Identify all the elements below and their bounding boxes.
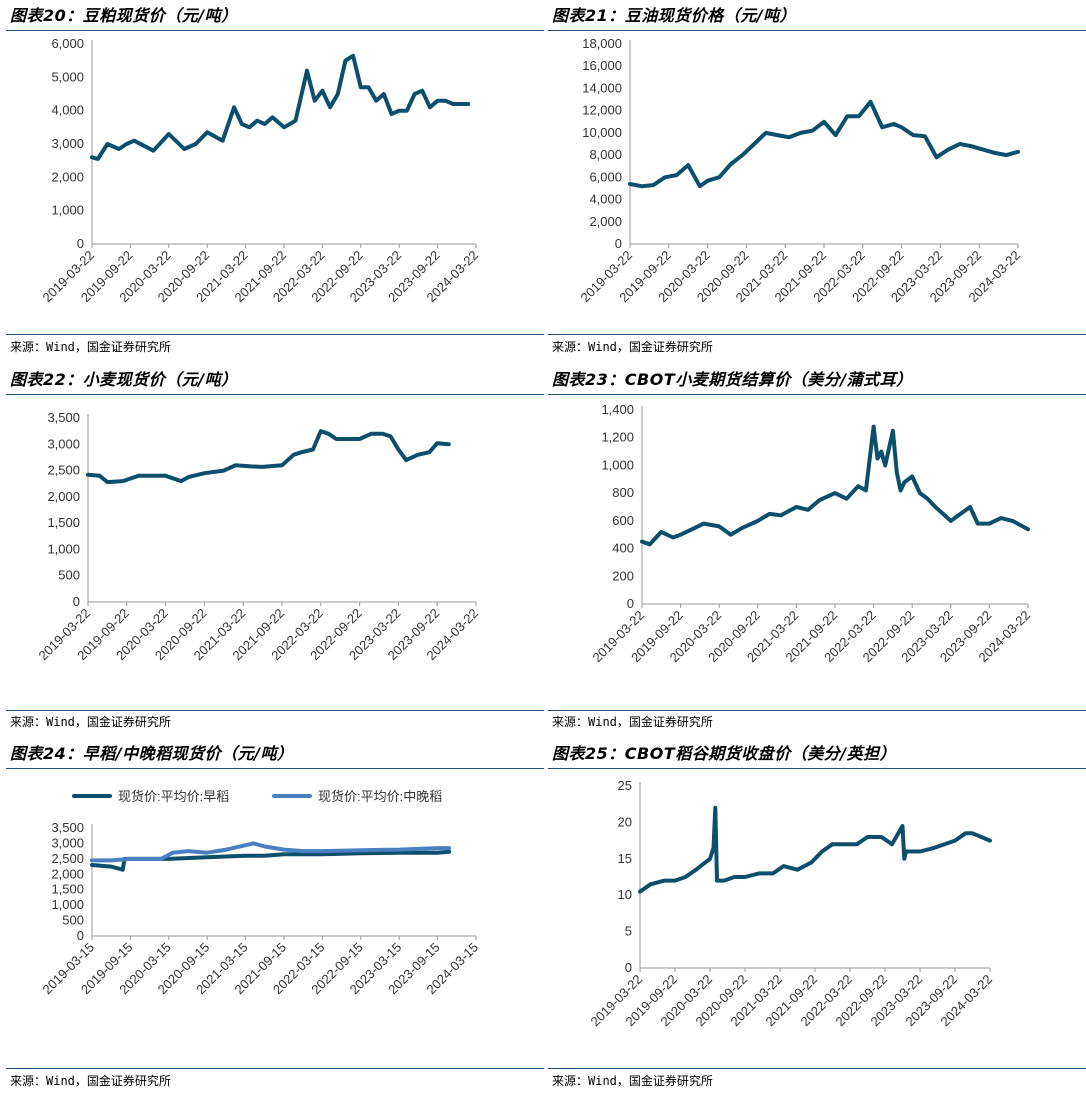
line-chart: 01,0002,0003,0004,0005,0006,0002019-03-2…: [39, 36, 481, 305]
source-note: 来源：Wind，国金证券研究所: [552, 340, 713, 354]
legend-swatch: [272, 793, 312, 798]
source-divider: [548, 710, 1086, 711]
y-tick-label: 6,000: [589, 169, 622, 184]
y-tick-label: 2,500: [47, 463, 80, 478]
y-tick-label: 18,000: [582, 36, 622, 51]
y-tick-label: 600: [612, 513, 634, 528]
y-tick-label: 3,500: [51, 820, 84, 835]
line-chart: 05101520252019-03-222019-09-222020-03-22…: [587, 778, 995, 1029]
y-tick-label: 0: [77, 928, 84, 943]
title-divider: [6, 30, 544, 31]
y-tick-label: 1,200: [601, 430, 634, 445]
y-tick-label: 14,000: [582, 80, 622, 95]
y-tick-label: 500: [62, 913, 84, 928]
source-divider: [6, 1068, 544, 1069]
y-tick-label: 1,000: [47, 541, 80, 556]
series-line-1: [90, 849, 452, 872]
source-divider: [6, 334, 544, 335]
legend-swatch: [72, 793, 112, 798]
y-tick-label: 20: [618, 814, 632, 829]
title-divider: [548, 30, 1086, 31]
y-tick-label: 3,000: [51, 136, 84, 151]
y-tick-label: 5: [625, 924, 632, 939]
source-divider: [6, 710, 544, 711]
y-tick-label: 1,400: [601, 402, 634, 417]
y-tick-label: 3,500: [47, 410, 80, 425]
y-tick-label: 0: [77, 236, 84, 251]
y-tick-label: 25: [618, 778, 632, 793]
y-tick-label: 500: [58, 568, 80, 583]
line-chart: 05001,0001,5002,0002,5003,0003,5002019-0…: [35, 410, 481, 663]
legend-item-early-rice: 现货价:平均价:早稻: [72, 786, 229, 805]
y-tick-label: 1,000: [51, 203, 84, 218]
y-tick-label: 0: [615, 236, 622, 251]
chart-title: 图表23：CBOT小麦期货结算价（美分/蒲式耳）: [552, 370, 913, 389]
y-tick-label: 16,000: [582, 58, 622, 73]
title-divider: [6, 768, 544, 769]
series-line-1: [86, 429, 451, 485]
source-note: 来源：Wind，国金证券研究所: [10, 715, 171, 729]
line-chart: 0 2,000 4,000 6,000 8,000 10,000 12,000 14,000 1…: [577, 36, 1023, 305]
y-tick-label: 1,500: [47, 515, 80, 530]
series-line-1: [90, 53, 471, 161]
source-note: 来源：Wind，国金证券研究所: [552, 715, 713, 729]
y-tick-label: 2,000: [51, 169, 84, 184]
y-tick-label: 10: [618, 887, 632, 902]
y-tick-label: 0: [627, 596, 634, 611]
series-line-1: [640, 424, 1030, 547]
legend-label: 现货价:平均价:中晚稻: [318, 789, 443, 804]
title-divider: [548, 768, 1086, 769]
line-chart: 02004006008001,0001,2001,4002019-03-2220…: [589, 402, 1033, 665]
y-tick-label: 1,000: [51, 897, 84, 912]
y-tick-label: 800: [612, 485, 634, 500]
y-tick-label: 400: [612, 541, 634, 556]
series-line-2: [90, 841, 452, 863]
y-tick-label: 2,000: [51, 866, 84, 881]
legend-item-late-rice: 现货价:平均价:中晚稻: [272, 786, 442, 805]
title-divider: [6, 394, 544, 395]
source-note: 来源：Wind，国金证券研究所: [552, 1074, 713, 1088]
y-tick-label: 6,000: [51, 36, 84, 51]
source-divider: [548, 334, 1086, 335]
y-tick-label: 3,000: [51, 835, 84, 850]
title-divider: [548, 394, 1086, 395]
legend-label: 现货价:平均价:早稻: [118, 789, 230, 804]
y-tick-label: 1,000: [601, 457, 634, 472]
chart-title: 图表20：豆粕现货价（元/吨）: [10, 6, 238, 25]
y-tick-label: 0: [73, 594, 80, 609]
source-divider: [548, 1068, 1086, 1069]
y-tick-label: 1,500: [51, 882, 84, 897]
chart-title: 图表21：豆油现货价格（元/吨）: [552, 6, 797, 25]
y-tick-label: 4,000: [589, 192, 622, 207]
y-tick-label: 2,000: [589, 214, 622, 229]
series-line-1: [638, 805, 992, 894]
y-tick-label: 15: [618, 851, 632, 866]
source-note: 来源：Wind，国金证券研究所: [10, 1074, 171, 1088]
chart-title: 图表22：小麦现货价（元/吨）: [10, 370, 238, 389]
chart-title: 图表24：早稻/中晚稻现货价（元/吨）: [10, 744, 294, 763]
line-chart: 05001,0001,5002,0002,5003,0003,5002019-0…: [39, 820, 481, 997]
y-tick-label: 200: [612, 568, 634, 583]
y-tick-label: 10,000: [582, 125, 622, 140]
y-tick-label: 2,000: [47, 489, 80, 504]
y-tick-label: 8,000: [589, 147, 622, 162]
y-tick-label: 5,000: [51, 69, 84, 84]
y-tick-label: 4,000: [51, 103, 84, 118]
y-tick-label: 0: [625, 960, 632, 975]
series-line-1: [628, 99, 1020, 189]
source-note: 来源：Wind，国金证券研究所: [10, 340, 171, 354]
y-tick-label: 3,000: [47, 436, 80, 451]
y-tick-label: 12,000: [582, 103, 622, 118]
y-tick-label: 2,500: [51, 851, 84, 866]
chart-title: 图表25：CBOT稻谷期货收盘价（美分/英担）: [552, 744, 897, 763]
